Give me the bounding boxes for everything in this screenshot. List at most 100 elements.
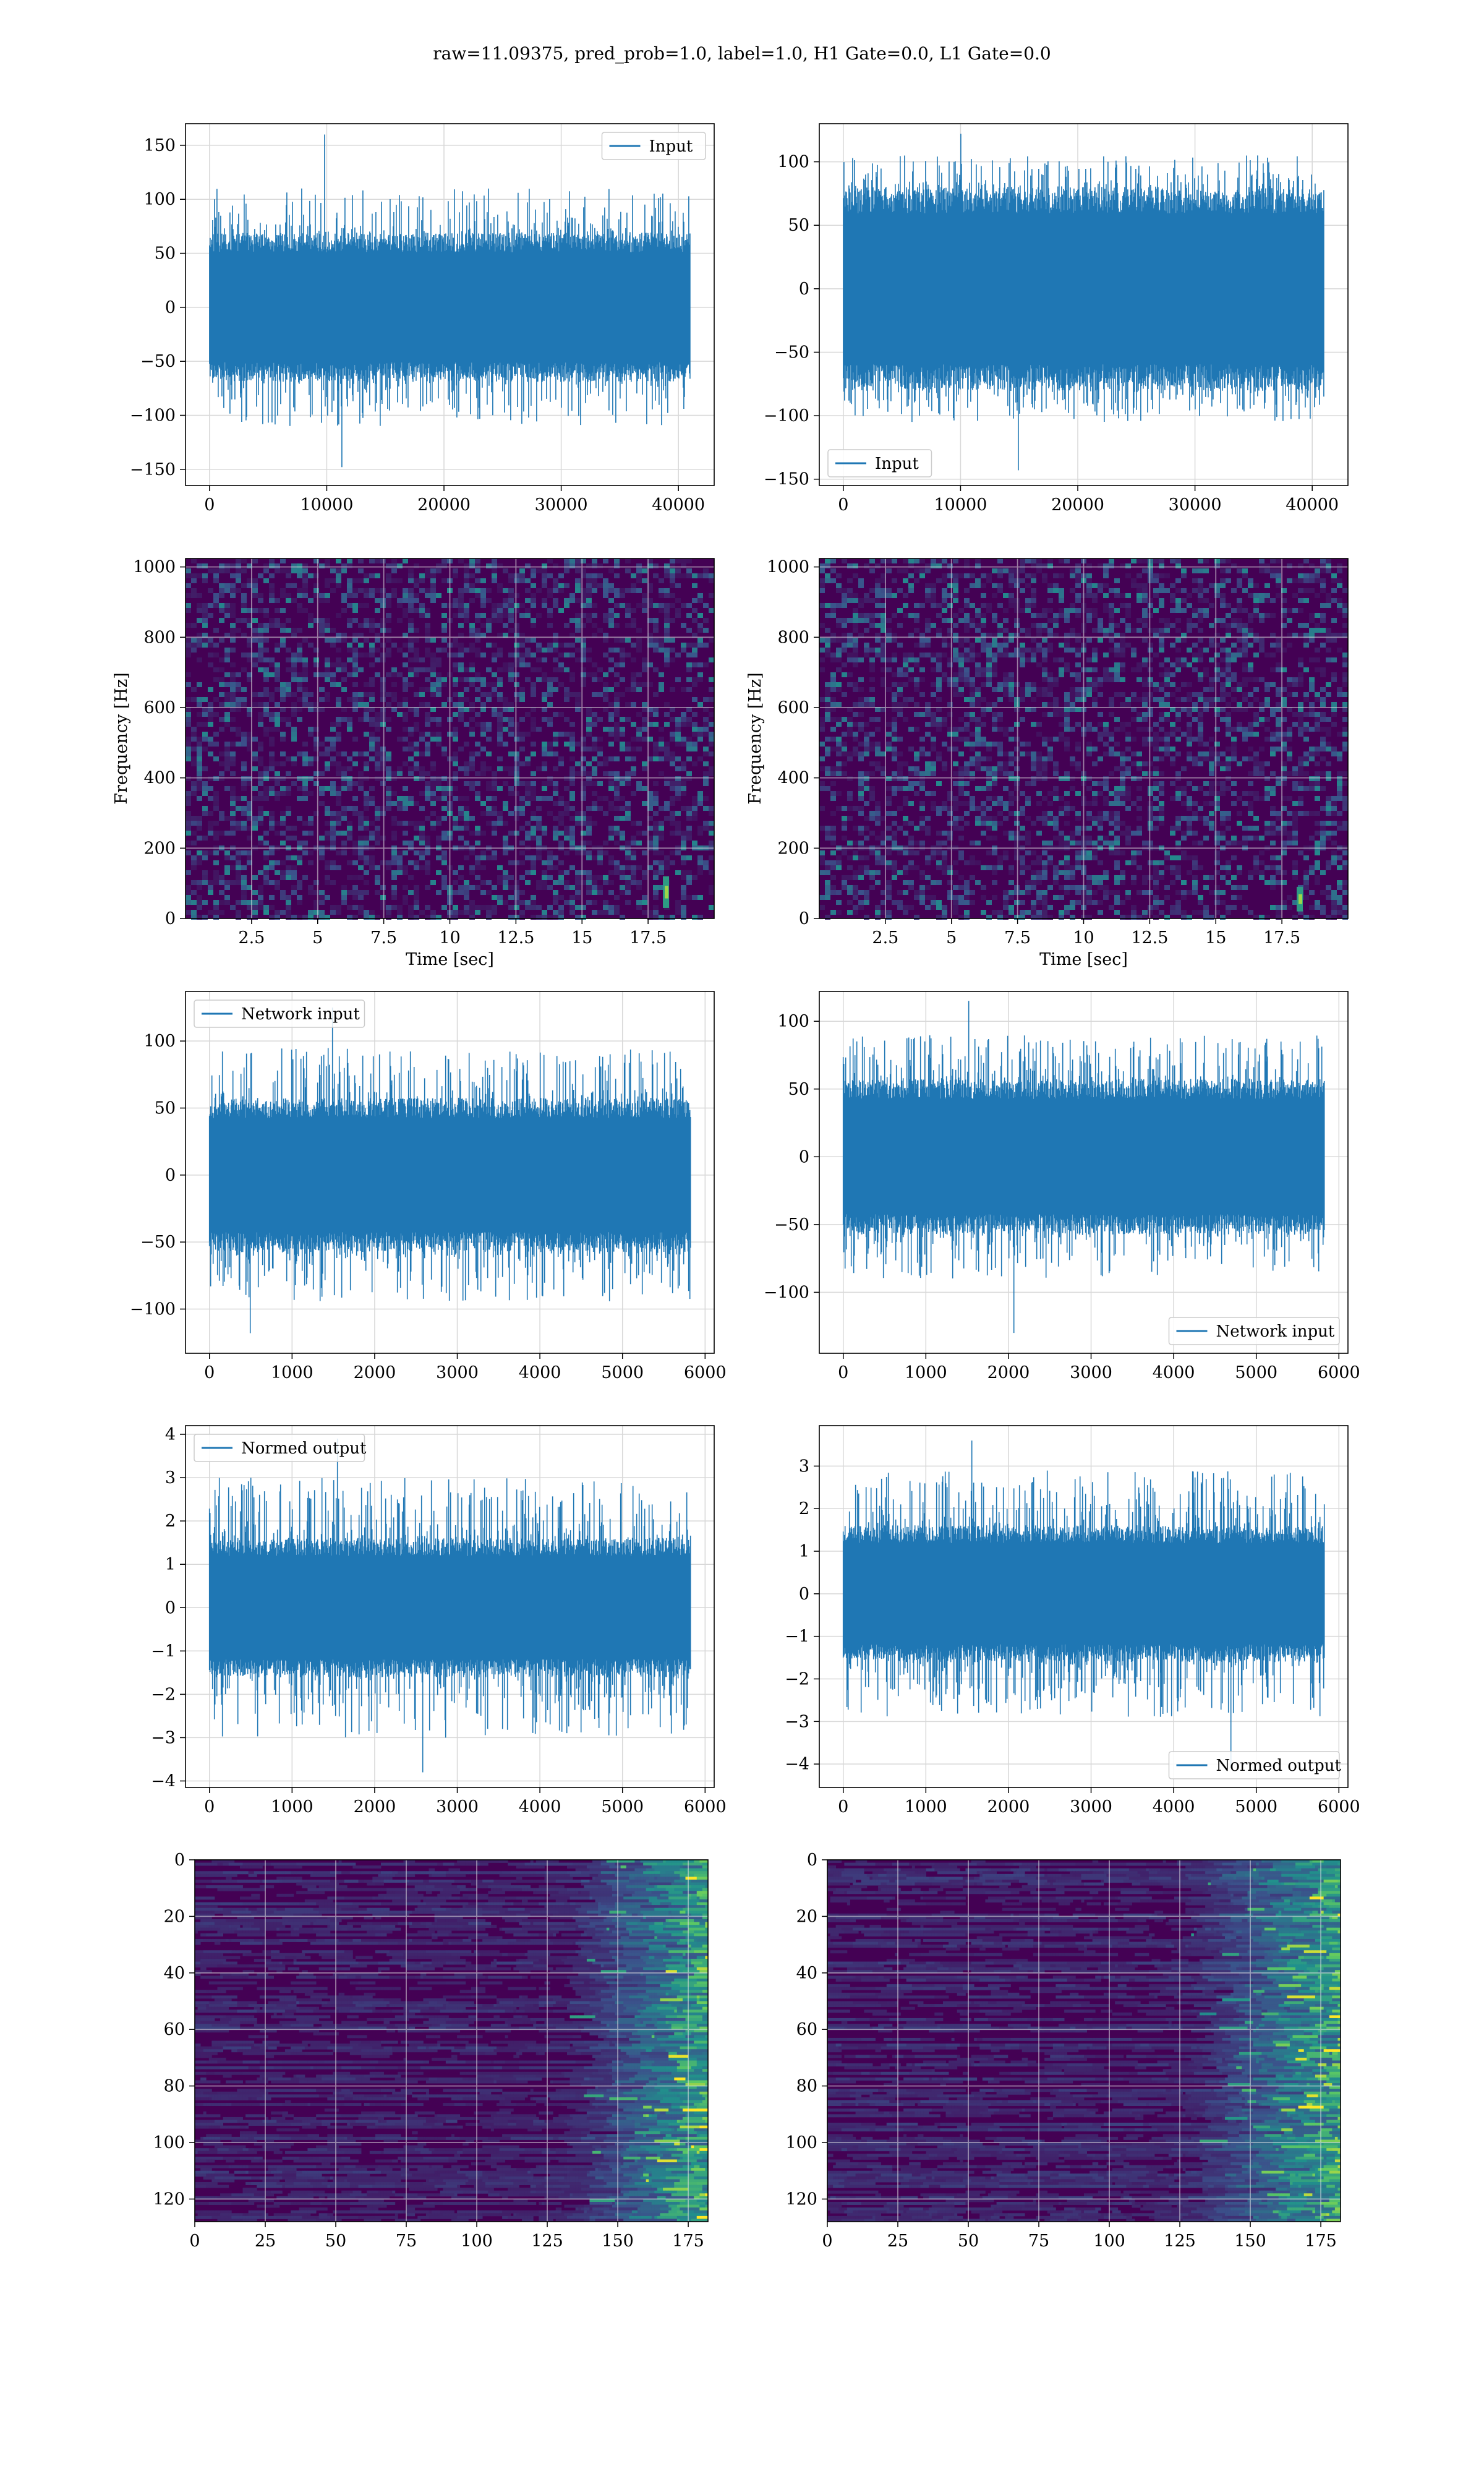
p3-heatmap-cell — [286, 667, 291, 672]
p3-heatmap-cell — [453, 692, 458, 697]
p3-heatmap-cell — [670, 618, 675, 623]
p3-heatmap-cell — [297, 643, 302, 648]
p3-heatmap-cell — [592, 801, 597, 806]
p3-heatmap-cell — [269, 742, 275, 747]
p3-heatmap-cell — [692, 761, 697, 766]
p3-heatmap-cell — [430, 766, 436, 771]
p4-heatmap-cell — [908, 588, 914, 593]
p4-heatmap-cell — [1025, 598, 1031, 603]
p3-heatmap-cell — [436, 781, 441, 786]
p3-heatmap-cell — [403, 662, 408, 667]
p4-heatmap-cell — [1164, 682, 1170, 687]
p3-heatmap-cell — [636, 578, 642, 583]
p3-heatmap-cell — [631, 687, 636, 692]
p4-heatmap-cell — [1187, 603, 1192, 608]
p4-heatmap-cell — [997, 682, 1003, 687]
p4-heatmap-cell — [1103, 568, 1109, 573]
p3-heatmap-cell — [586, 816, 592, 821]
p3-heatmap-cell — [492, 672, 497, 677]
p3-heatmap-cell — [313, 915, 319, 920]
p4-heatmap-cell — [1153, 588, 1159, 593]
p3-heatmap-cell — [397, 737, 403, 742]
p4-heatmap-cell — [864, 628, 869, 633]
p3-heatmap-cell — [542, 796, 547, 801]
p3-heatmap-cell — [664, 593, 670, 598]
p4-heatmap-cell — [1237, 578, 1242, 583]
p3-heatmap-cell — [280, 841, 286, 845]
p4-heatmap-cell — [964, 588, 970, 593]
p3-heatmap-cell — [703, 662, 709, 667]
p3-xlabel: Time [sec] — [406, 950, 494, 969]
p3-heatmap-cell — [419, 766, 425, 771]
p3-heatmap-cell — [519, 692, 525, 697]
p4-heatmap-cell — [1298, 623, 1303, 628]
p3-heatmap-cell — [692, 697, 697, 702]
p3-heatmap-cell — [697, 791, 703, 796]
p3-heatmap-cell — [375, 727, 380, 732]
p3-heatmap-cell — [358, 717, 364, 722]
p3-heatmap-cell — [642, 727, 647, 732]
p3-heatmap-cell — [458, 885, 464, 890]
p4-heatmap-cell — [1153, 608, 1159, 613]
p3-heatmap-cell — [213, 712, 219, 717]
p3-heatmap-cell — [569, 677, 575, 682]
p3-heatmap-cell — [553, 742, 558, 747]
p3-heatmap-cell — [364, 682, 369, 687]
p3-heatmap-cell — [297, 608, 302, 613]
p4-heatmap-cell — [1009, 638, 1014, 643]
p3-heatmap-cell — [453, 771, 458, 776]
p3-heatmap-cell — [403, 588, 408, 593]
p3-heatmap-cell — [575, 692, 581, 697]
p4-heatmap-cell — [869, 662, 875, 667]
p3-heatmap-cell — [475, 796, 480, 801]
p3-heatmap-cell — [275, 563, 280, 568]
p3-heatmap-cell — [614, 791, 620, 796]
p3-heatmap-cell — [302, 791, 308, 796]
p3-heatmap-cell — [614, 910, 620, 915]
p3-heatmap-cell — [558, 895, 564, 900]
p3-heatmap-cell — [458, 702, 464, 707]
p3-heatmap-cell — [358, 786, 364, 791]
p3-heatmap-cell — [341, 806, 347, 811]
p3-heatmap-cell — [536, 905, 542, 910]
p3-heatmap-cell — [458, 910, 464, 915]
p3-heatmap-cell — [236, 727, 241, 732]
p3-heatmap-cell — [291, 885, 297, 890]
p3-heatmap-cell — [525, 563, 531, 568]
p3-heatmap-cell — [547, 722, 553, 727]
p3-heatmap-cell — [670, 860, 675, 865]
p3-heatmap-cell — [519, 573, 525, 578]
p3-heatmap-cell — [697, 732, 703, 737]
p4-heatmap-cell — [953, 657, 958, 662]
p3-heatmap-cell — [664, 801, 670, 806]
p3-heatmap-cell — [375, 638, 380, 643]
p3-heatmap-cell — [258, 761, 263, 766]
p4-heatmap-cell — [1120, 643, 1125, 648]
p3-heatmap-cell — [430, 826, 436, 831]
p3-heatmap-cell — [186, 593, 191, 598]
p4-heatmap-cell — [964, 563, 970, 568]
p4-heatmap-cell — [886, 559, 892, 563]
p3-heatmap-cell — [291, 781, 297, 786]
p3-heatmap-cell — [391, 836, 397, 841]
p3-heatmap-cell — [275, 672, 280, 677]
p3-heatmap-cell — [230, 677, 236, 682]
p3-heatmap-cell — [486, 766, 492, 771]
p3-heatmap-cell — [542, 880, 547, 885]
p3-heatmap-cell — [475, 648, 480, 653]
p3-heatmap-cell — [280, 732, 286, 737]
p3-heatmap-cell — [653, 692, 659, 697]
p3-heatmap-cell — [525, 653, 531, 657]
p3-heatmap-cell — [620, 781, 625, 786]
p3-heatmap-cell — [313, 702, 319, 707]
p3-heatmap-cell — [508, 915, 514, 920]
p4-heatmap-cell — [919, 653, 925, 657]
p3-heatmap-cell — [497, 875, 503, 880]
p3-heatmap-cell — [297, 628, 302, 633]
p3-heatmap-cell — [675, 737, 681, 742]
p3-heatmap-cell — [458, 766, 464, 771]
p4-heatmap-cell — [919, 573, 925, 578]
p4-heatmap-cell — [914, 643, 919, 648]
p4-heatmap-cell — [1170, 692, 1175, 697]
p4-heatmap-cell — [1070, 672, 1075, 677]
